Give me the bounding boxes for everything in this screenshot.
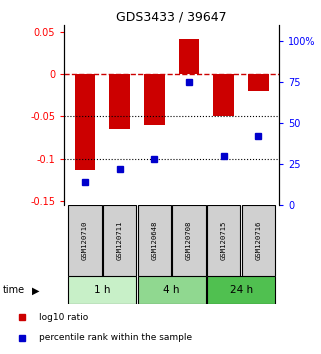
Text: percentile rank within the sample: percentile rank within the sample	[39, 333, 192, 342]
Bar	[109, 74, 130, 129]
Text: ▶: ▶	[32, 285, 39, 295]
Text: GSM120711: GSM120711	[117, 221, 123, 261]
Bar	[68, 276, 136, 304]
Bar	[68, 205, 102, 276]
Bar	[138, 276, 206, 304]
Bar	[172, 205, 206, 276]
Text: time: time	[3, 285, 25, 295]
Text: GSM120648: GSM120648	[152, 221, 157, 261]
Text: log10 ratio: log10 ratio	[39, 313, 88, 322]
Bar	[103, 205, 136, 276]
Bar	[74, 74, 95, 170]
Text: GSM120716: GSM120716	[256, 221, 262, 261]
Text: GSM120708: GSM120708	[186, 221, 192, 261]
Bar	[207, 276, 275, 304]
Bar	[179, 39, 199, 74]
Text: 24 h: 24 h	[230, 285, 253, 295]
Title: GDS3433 / 39647: GDS3433 / 39647	[117, 11, 227, 24]
Text: GSM120710: GSM120710	[82, 221, 88, 261]
Text: 4 h: 4 h	[163, 285, 180, 295]
Bar	[213, 74, 234, 116]
Bar	[144, 74, 165, 125]
Bar	[248, 74, 269, 91]
Text: GSM120715: GSM120715	[221, 221, 227, 261]
Bar	[138, 205, 171, 276]
Text: 1 h: 1 h	[94, 285, 111, 295]
Bar	[242, 205, 275, 276]
Bar	[207, 205, 240, 276]
